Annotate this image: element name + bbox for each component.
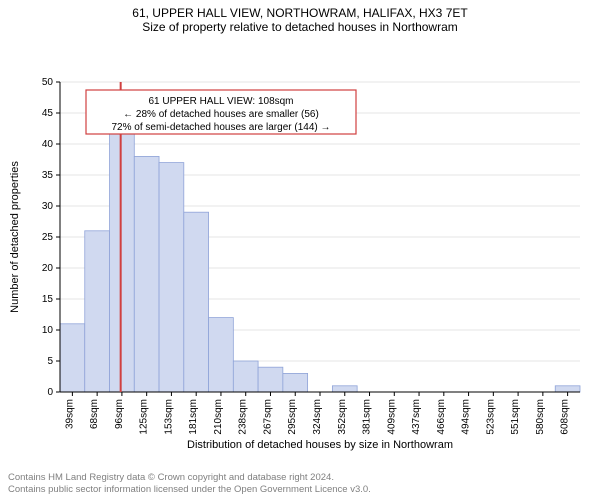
x-tick-label: 409sqm — [386, 399, 397, 435]
chart-footer: Contains HM Land Registry data © Crown c… — [8, 472, 592, 496]
histogram-bar — [283, 373, 308, 392]
x-tick-label: 381sqm — [362, 399, 373, 435]
histogram-bar — [332, 386, 357, 392]
svg-text:40: 40 — [42, 139, 54, 150]
annotation-line: ← 28% of detached houses are smaller (56… — [123, 109, 319, 120]
annotation-line: 61 UPPER HALL VIEW: 108sqm — [148, 96, 293, 107]
histogram-bar — [60, 324, 85, 392]
histogram-bar — [233, 361, 258, 392]
x-tick-label: 210sqm — [213, 399, 224, 435]
histogram-bar — [209, 318, 234, 392]
svg-text:15: 15 — [42, 294, 54, 305]
chart-container: 61, UPPER HALL VIEW, NORTHOWRAM, HALIFAX… — [0, 0, 600, 500]
x-tick-label: 68sqm — [89, 399, 100, 429]
x-tick-label: 551sqm — [510, 399, 521, 435]
x-tick-label: 580sqm — [535, 399, 546, 435]
x-tick-label: 466sqm — [436, 399, 447, 435]
x-axis-label: Distribution of detached houses by size … — [187, 439, 453, 451]
svg-text:20: 20 — [42, 263, 54, 274]
x-tick-label: 352sqm — [337, 399, 348, 435]
svg-text:45: 45 — [42, 108, 54, 119]
svg-text:30: 30 — [42, 201, 54, 212]
x-tick-label: 267sqm — [262, 399, 273, 435]
y-axis-label: Number of detached properties — [9, 161, 21, 313]
svg-text:10: 10 — [42, 325, 54, 336]
svg-text:50: 50 — [42, 77, 54, 88]
x-tick-label: 181sqm — [188, 399, 199, 435]
x-tick-label: 608sqm — [560, 399, 571, 435]
annotation-line: 72% of semi-detached houses are larger (… — [111, 122, 330, 133]
x-tick-label: 523sqm — [485, 399, 496, 435]
x-tick-label: 153sqm — [163, 399, 174, 435]
svg-text:5: 5 — [47, 356, 53, 367]
histogram-bar — [159, 163, 184, 392]
x-tick-label: 125sqm — [139, 399, 150, 435]
x-tick-label: 238sqm — [238, 399, 249, 435]
histogram-bar — [555, 386, 580, 392]
histogram-bar — [184, 212, 209, 392]
chart-title-subtitle: Size of property relative to detached ho… — [0, 20, 600, 36]
x-tick-label: 437sqm — [411, 399, 422, 435]
histogram-bar — [258, 367, 283, 392]
x-tick-label: 324sqm — [312, 399, 323, 435]
svg-text:0: 0 — [47, 387, 53, 398]
x-tick-label: 494sqm — [461, 399, 472, 435]
histogram-bar — [85, 231, 110, 392]
x-tick-label: 96sqm — [114, 399, 125, 429]
histogram-bar — [134, 156, 159, 392]
footer-line-1: Contains HM Land Registry data © Crown c… — [8, 472, 592, 484]
histogram-bar — [110, 119, 135, 392]
x-tick-label: 295sqm — [287, 399, 298, 435]
svg-text:25: 25 — [42, 232, 54, 243]
footer-line-2: Contains public sector information licen… — [8, 484, 592, 496]
svg-text:35: 35 — [42, 170, 54, 181]
chart-title-address: 61, UPPER HALL VIEW, NORTHOWRAM, HALIFAX… — [0, 0, 600, 20]
x-tick-label: 39sqm — [64, 399, 75, 429]
histogram-chart: 0 5 10 15 20 25 30 35 40 45 50 39sqm 68sqm 96sqm 125sq… — [0, 36, 600, 456]
